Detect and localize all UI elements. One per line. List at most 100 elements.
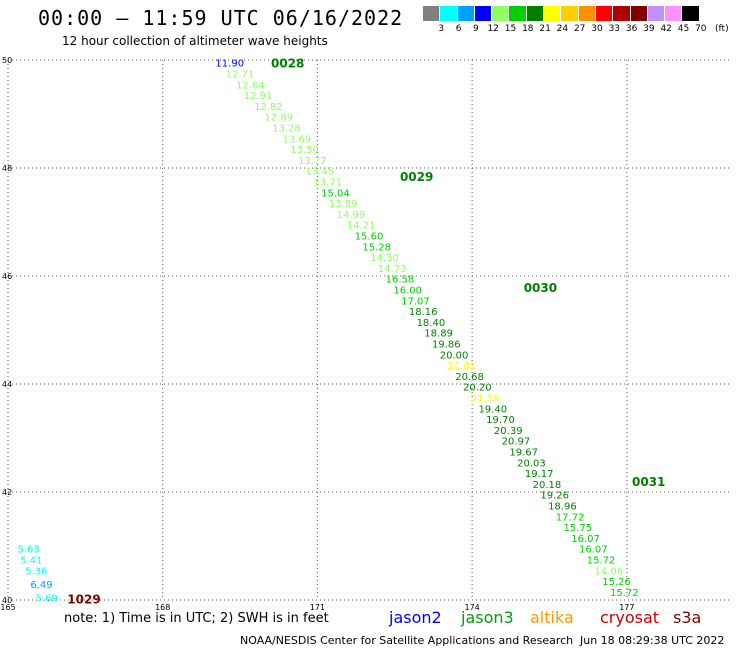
jason3-swh-point: 20.18	[533, 480, 562, 491]
jason3-swh-point: 19.70	[486, 415, 515, 426]
y-tick-label: 42	[2, 488, 12, 497]
jason3-swh-point: 13.77	[298, 156, 327, 167]
jason3-swh-point: 13.50	[290, 145, 319, 156]
jason3-swh-point: 19.17	[525, 469, 554, 480]
pass-id-label: 0031	[632, 475, 665, 489]
legend-altika: altika	[530, 608, 574, 627]
s3a-swh-point: 5.41	[20, 556, 42, 567]
jason3-swh-point: 13.89	[329, 199, 358, 210]
color-swatch	[440, 6, 458, 21]
jason3-swh-point: 15.04	[321, 188, 350, 199]
color-scale-unit: (ft)	[715, 24, 729, 34]
jason3-swh-point: 20.97	[502, 437, 531, 448]
jason3-swh-point: 16.00	[393, 286, 422, 297]
jason3-swh-point: 16.07	[579, 545, 608, 556]
jason3-swh-point: 21.59	[471, 394, 500, 405]
jason3-swh-point: 15.28	[362, 242, 391, 253]
color-swatch	[647, 6, 666, 21]
color-swatch	[561, 6, 579, 21]
color-swatch	[630, 6, 648, 21]
color-scale-tick: 6	[455, 24, 462, 34]
jason3-swh-point: 12.82	[254, 102, 283, 113]
jason3-swh-point: 19.40	[478, 404, 507, 415]
x-tick-label: 174	[465, 603, 480, 612]
jason3-swh-point: 14.73	[378, 264, 407, 275]
color-swatch	[544, 6, 562, 21]
color-scale-tick: 15	[504, 24, 517, 34]
jason3-swh-point: 13.28	[272, 124, 301, 135]
color-scale-tick: 42	[660, 24, 672, 34]
color-scale-tick: 3	[438, 24, 445, 34]
color-scale-tick: 24	[556, 24, 569, 34]
jason3-swh-point: 20.39	[494, 426, 523, 437]
jason3-swh-point: 20.20	[463, 383, 492, 394]
x-tick-label: 165	[0, 603, 15, 612]
color-scale-tick: 70	[695, 24, 707, 34]
color-scale-tick: 27	[573, 24, 586, 34]
jason3-swh-point: 19.67	[509, 448, 538, 459]
y-tick-label: 40	[2, 596, 12, 605]
jason3-swh-point: 12.64	[236, 80, 265, 91]
y-tick-label: 50	[2, 56, 12, 65]
jason3-swh-point: 19.86	[432, 340, 461, 351]
s3a-swh-point: 6.49	[30, 580, 52, 591]
s3a-swh-point: 5.36	[25, 566, 47, 577]
x-tick-label: 177	[619, 603, 634, 612]
jason3-swh-point: 15.75	[564, 523, 593, 534]
color-scale-tick: 36	[625, 24, 638, 34]
y-tick-label: 46	[2, 272, 12, 281]
s3a-swh-point: 5.69	[36, 593, 58, 604]
color-swatch	[578, 6, 596, 21]
legend-s3a: s3a	[673, 608, 702, 627]
jason3-swh-point: 14.06	[594, 566, 623, 577]
jason3-swh-point: 18.40	[417, 318, 446, 329]
s3a-swh-point: 5.63	[17, 545, 39, 556]
jason3-swh-point: 12.91	[244, 91, 273, 102]
jason3-swh-point: 20.68	[455, 372, 484, 383]
generated-timestamp: Jun 18 08:29:38 UTC 2022	[580, 634, 725, 647]
jason3-swh-point: 20.03	[517, 458, 546, 469]
jason3-swh-point: 15.26	[602, 577, 631, 588]
credit-line: NOAA/NESDIS Center for Satellite Applica…	[240, 634, 574, 647]
jason3-swh-point: 13.71	[313, 178, 342, 189]
jason3-swh-point: 19.26	[540, 491, 569, 502]
pass-id-label: 0029	[400, 170, 433, 184]
chart-title: 00:00 – 11:59 UTC 06/16/2022	[38, 6, 404, 30]
color-scale-tick: 12	[487, 24, 499, 34]
color-scale-tick: 39	[643, 24, 655, 34]
color-scale-tick: 9	[473, 24, 479, 34]
pass-id-label: 0028	[271, 57, 304, 71]
color-swatch	[595, 6, 614, 21]
jason3-swh-point: 13.69	[282, 134, 311, 145]
pass-id-label: 1029	[67, 592, 100, 606]
color-swatch	[457, 6, 475, 21]
legend-jason2: jason2	[389, 608, 442, 627]
pass-id-label: 0030	[524, 281, 557, 295]
color-scale-tick: 21	[539, 24, 551, 34]
legend-jason3: jason3	[461, 608, 514, 627]
jason3-swh-point: 18.96	[548, 502, 577, 513]
color-swatch	[613, 6, 631, 21]
jason3-swh-point: 15.60	[355, 232, 384, 243]
jason3-swh-point: 15.72	[610, 588, 639, 599]
y-tick-label: 44	[2, 380, 12, 389]
legend-cryosat: cryosat	[600, 608, 660, 627]
jason3-swh-point: 20.00	[440, 350, 469, 361]
color-swatch	[665, 6, 683, 21]
jason3-swh-point: 18.16	[409, 307, 438, 318]
color-swatch	[474, 6, 493, 21]
y-tick-label: 48	[2, 164, 12, 173]
color-scale-tick: 18	[522, 24, 534, 34]
jason3-swh-point: 16.07	[571, 534, 600, 545]
jason3-swh-point: 13.45	[306, 167, 335, 178]
chart-subtitle: 12 hour collection of altimeter wave hei…	[62, 34, 328, 48]
color-scale-tick: 30	[591, 24, 603, 34]
jason3-swh-point: 12.71	[226, 70, 255, 81]
color-scale-tick: 45	[677, 24, 690, 34]
jason3-swh-point: 17.07	[401, 296, 430, 307]
color-swatch	[682, 6, 700, 21]
jason3-swh-point: 18.89	[424, 329, 453, 340]
color-swatch	[423, 6, 441, 21]
